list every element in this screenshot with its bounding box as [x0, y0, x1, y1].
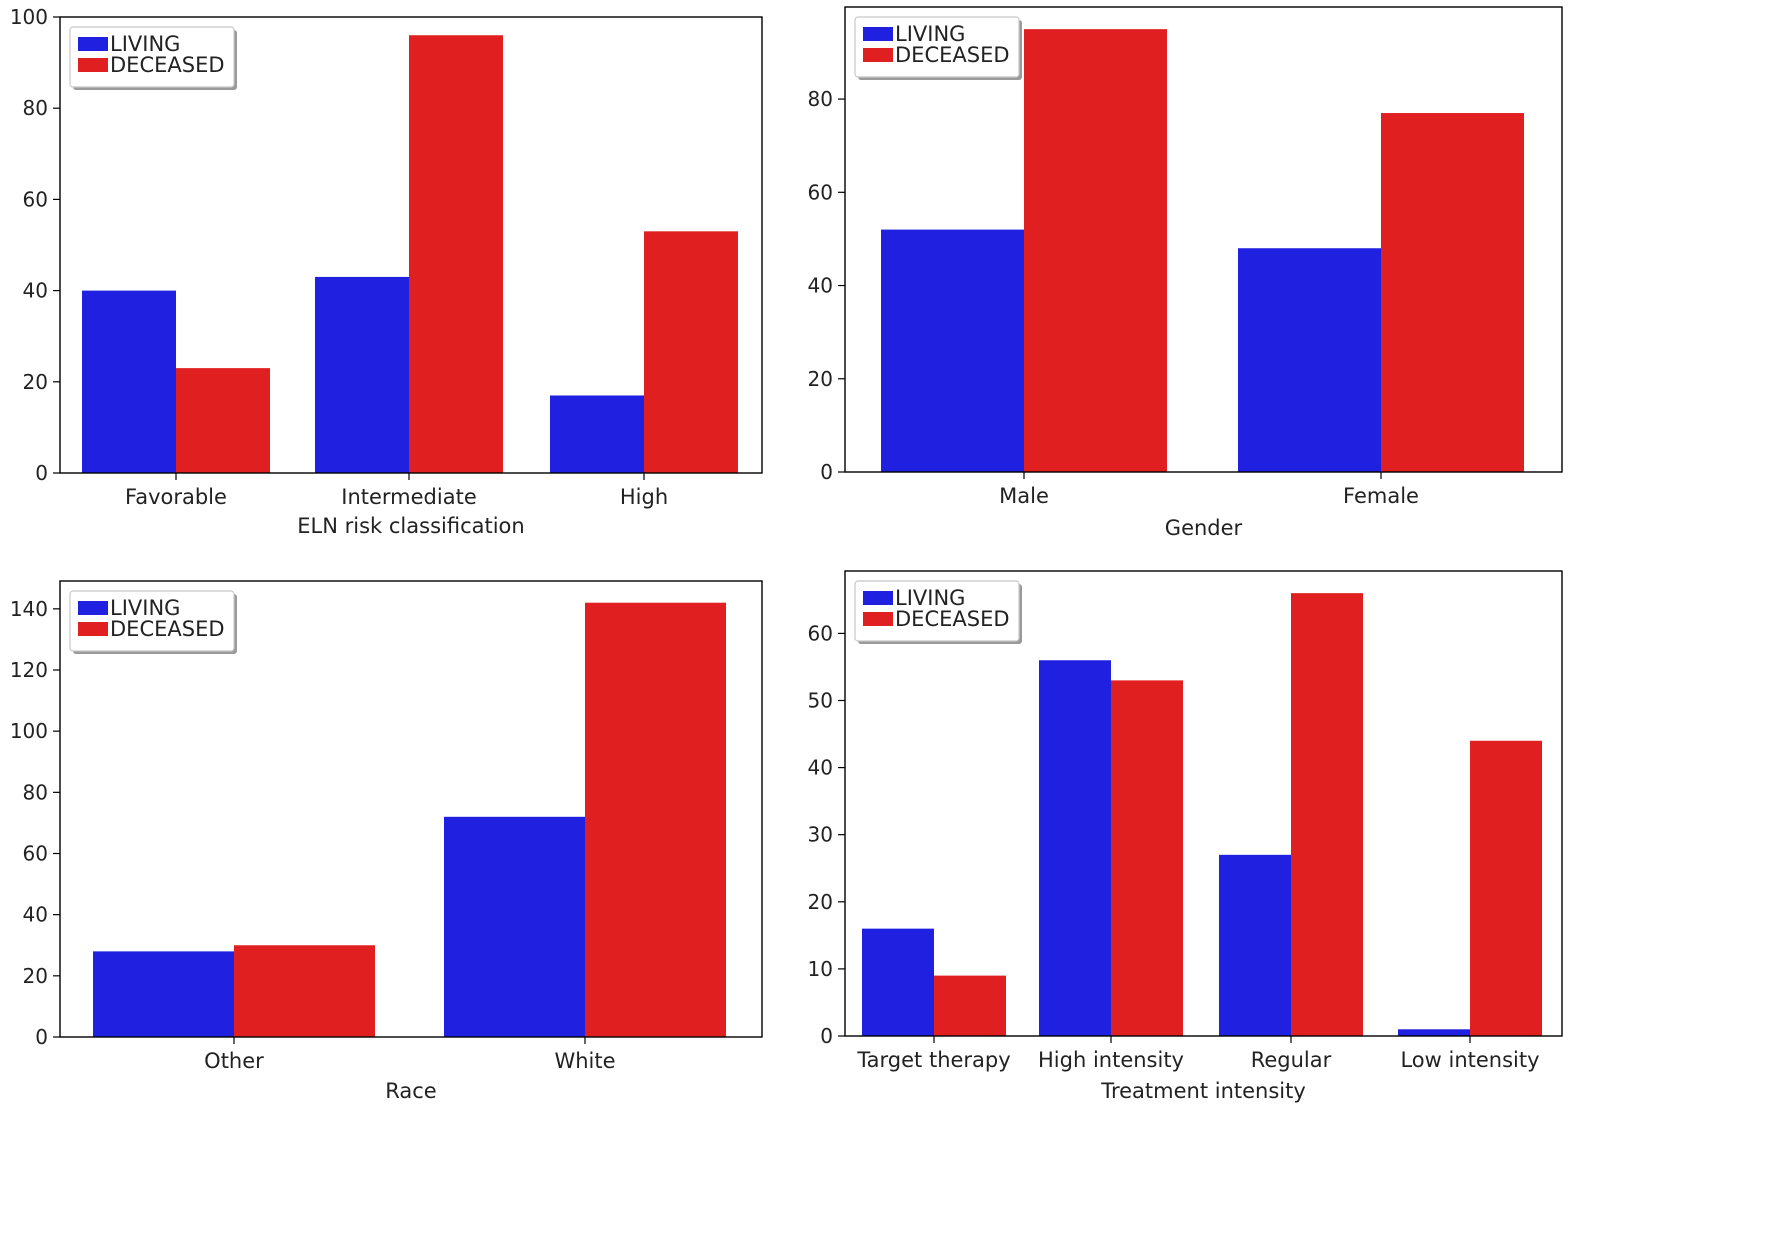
x-tick-label: Target therapy [856, 1048, 1010, 1072]
bar-living-2 [1039, 660, 1111, 1036]
legend-swatch-deceased [78, 622, 108, 636]
y-tick-label: 0 [820, 460, 833, 484]
y-tick-label: 20 [808, 367, 833, 391]
bar-deceased-2 [1381, 113, 1524, 472]
legend-swatch-living [863, 27, 893, 41]
x-tick-label: High intensity [1038, 1048, 1184, 1072]
bar-deceased-1 [176, 368, 270, 473]
bar-deceased-1 [234, 945, 375, 1037]
bar-deceased-1 [934, 975, 1006, 1036]
legend-box [854, 580, 1020, 642]
y-tick-label: 0 [820, 1024, 833, 1048]
bar-living-3 [550, 395, 644, 473]
y-tick-label: 60 [23, 187, 48, 211]
y-tick-label: 0 [35, 1025, 48, 1049]
y-tick-label: 120 [10, 658, 48, 682]
y-tick-label: 140 [10, 597, 48, 621]
legend-box [69, 590, 235, 652]
axes-frame [844, 570, 1563, 1037]
x-tick-label: Regular [1251, 1048, 1332, 1072]
legend-swatch-living [78, 601, 108, 615]
y-tick-label: 80 [808, 87, 833, 111]
y-tick-label: 50 [808, 689, 833, 713]
bar-deceased-2 [409, 35, 503, 474]
legend-label-deceased: DECEASED [110, 53, 225, 77]
bar-deceased-3 [1291, 593, 1363, 1036]
bar-living-3 [1219, 854, 1291, 1036]
y-tick-label: 40 [808, 756, 833, 780]
y-tick-label: 60 [808, 621, 833, 645]
x-axis-label: Gender [1165, 516, 1243, 540]
legend-label-living: LIVING [110, 32, 180, 56]
bar-living-1 [862, 928, 934, 1036]
bar-living-2 [315, 276, 409, 473]
legend-label-living: LIVING [895, 586, 965, 610]
x-tick-label: Male [999, 484, 1049, 508]
chart-panel-1: 0 20 40 60 80 100 Favorable Intermediate High ELN… [10, 5, 763, 538]
bar-deceased-1 [1024, 29, 1167, 473]
legend-swatch-living [863, 591, 893, 605]
bar-living-2 [444, 816, 585, 1037]
y-tick-label: 30 [808, 823, 833, 847]
x-tick-label: White [554, 1049, 615, 1073]
x-tick-label: Other [204, 1049, 264, 1073]
y-tick-label: 20 [23, 964, 48, 988]
x-axis-label: ELN risk classification [297, 514, 524, 538]
bar-deceased-2 [1111, 680, 1183, 1036]
y-tick-label: 100 [10, 719, 48, 743]
y-tick-label: 80 [23, 780, 48, 804]
chart-panel-4: 0 10 20 30 40 50 60 Target therapy High intensit… [808, 570, 1563, 1103]
y-tick-label: 100 [10, 5, 48, 29]
y-tick-label: 40 [808, 274, 833, 298]
bar-living-1 [881, 229, 1024, 472]
bar-deceased-4 [1470, 740, 1542, 1036]
legend-box [69, 26, 235, 88]
y-tick-label: 0 [35, 461, 48, 485]
y-tick-label: 40 [23, 903, 48, 927]
bar-living-1 [93, 951, 234, 1037]
legend-box [854, 16, 1020, 78]
x-tick-label: Intermediate [341, 485, 477, 509]
chart-panel-3: 0 20 40 60 80 100 120 140 Other White Race LIVINGDE… [10, 580, 763, 1103]
x-axis-label: Treatment intensity [1100, 1079, 1306, 1103]
axes-frame [59, 580, 763, 1038]
y-tick-label: 20 [808, 890, 833, 914]
legend-swatch-living [78, 37, 108, 51]
x-tick-label: Female [1343, 484, 1419, 508]
bar-deceased-3 [644, 231, 738, 473]
x-tick-label: High [620, 485, 668, 509]
bar-living-4 [1398, 1029, 1470, 1036]
legend-label-living: LIVING [110, 596, 180, 620]
y-tick-label: 10 [808, 957, 833, 981]
legend-label-deceased: DECEASED [110, 617, 225, 641]
y-tick-label: 80 [23, 96, 48, 120]
y-tick-label: 20 [23, 370, 48, 394]
legend-label-living: LIVING [895, 22, 965, 46]
x-axis-label: Race [385, 1079, 436, 1103]
y-tick-label: 60 [23, 841, 48, 865]
legend-swatch-deceased [863, 48, 893, 62]
legend-label-deceased: DECEASED [895, 43, 1010, 67]
bar-living-1 [82, 290, 176, 473]
x-tick-label: Low intensity [1400, 1048, 1539, 1072]
bar-living-2 [1238, 248, 1381, 472]
legend-label-deceased: DECEASED [895, 607, 1010, 631]
y-tick-label: 40 [23, 279, 48, 303]
legend-swatch-deceased [863, 612, 893, 626]
y-tick-label: 60 [808, 180, 833, 204]
x-tick-label: Favorable [125, 485, 227, 509]
legend-swatch-deceased [78, 58, 108, 72]
axes-frame [844, 6, 1563, 473]
axes-frame [59, 16, 763, 474]
bar-deceased-2 [585, 602, 726, 1037]
